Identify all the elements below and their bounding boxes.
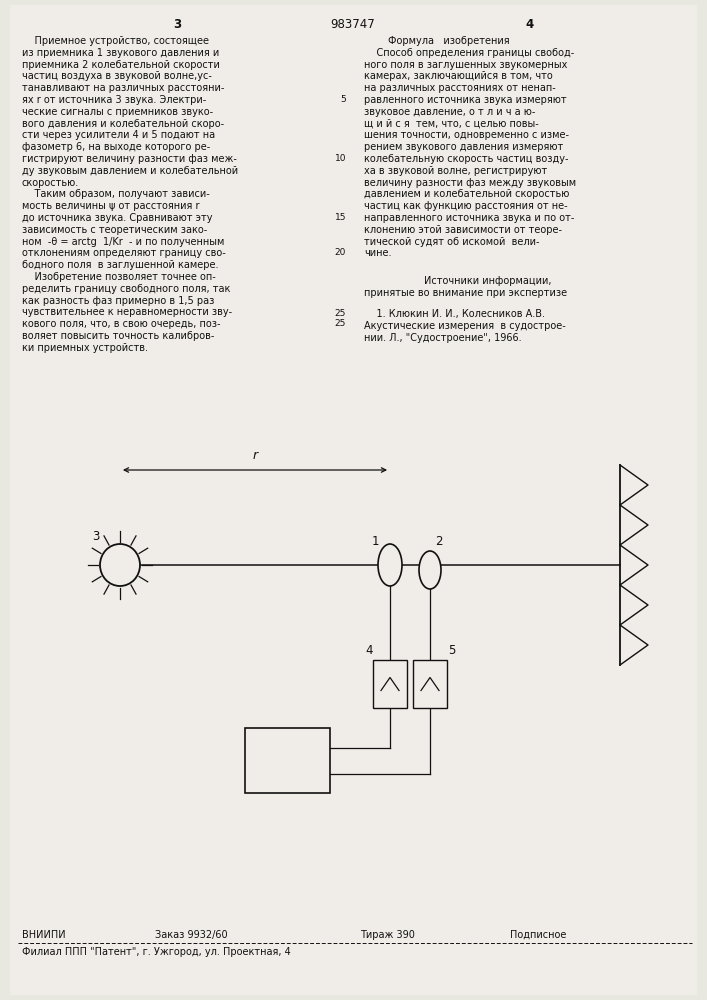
Text: Филиал ППП "Патент", г. Ужгород, ул. Проектная, 4: Филиал ППП "Патент", г. Ужгород, ул. Про… [22,947,291,957]
Text: ха в звуковой волне, регистрируют: ха в звуковой волне, регистрируют [364,166,547,176]
Bar [245,728,330,793]
Text: скоростью.: скоростью. [22,178,79,188]
Text: сти через усилители 4 и 5 подают на: сти через усилители 4 и 5 подают на [22,130,215,140]
Text: бодного поля  в заглушенной камере.: бодного поля в заглушенной камере. [22,260,218,270]
Text: Формула   изобретения: Формула изобретения [388,36,510,46]
Text: 6: 6 [282,752,293,770]
Text: 25: 25 [334,309,346,318]
Text: гистрируют величину разности фаз меж-: гистрируют величину разности фаз меж- [22,154,237,164]
Text: 25: 25 [334,319,346,328]
Text: танавливают на различных расстояни-: танавливают на различных расстояни- [22,83,224,93]
Text: 20: 20 [334,248,346,257]
Text: чувствительнее к неравномерности зву-: чувствительнее к неравномерности зву- [22,307,232,317]
Bar [373,660,407,708]
Text: Заказ 9932/60: Заказ 9932/60 [155,930,228,940]
Text: Приемное устройство, состоящее: Приемное устройство, состоящее [22,36,209,46]
Text: Изобретение позволяет точнее оп-: Изобретение позволяет точнее оп- [22,272,216,282]
Text: вого давления и колебательной скоро-: вого давления и колебательной скоро- [22,119,224,129]
Text: Способ определения границы свобод-: Способ определения границы свобод- [364,48,574,58]
Text: клонению этой зависимости от теоре-: клонению этой зависимости от теоре- [364,225,562,235]
Text: 2: 2 [435,535,443,548]
Text: воляет повысить точность калибров-: воляет повысить точность калибров- [22,331,214,341]
Text: ном  -θ = arctg  1/Kr  - и по полученным: ном -θ = arctg 1/Kr - и по полученным [22,237,224,247]
Text: до источника звука. Сравнивают эту: до источника звука. Сравнивают эту [22,213,213,223]
Text: из приемника 1 звукового давления и: из приемника 1 звукового давления и [22,48,219,58]
Text: фазометр 6, на выходе которого ре-: фазометр 6, на выходе которого ре- [22,142,210,152]
Text: 10: 10 [334,154,346,163]
Ellipse shape [100,544,140,586]
Text: Подписное: Подписное [510,930,566,940]
Text: 4: 4 [366,644,373,657]
Text: 5: 5 [340,95,346,104]
Text: чине.: чине. [364,248,392,258]
Text: ного поля в заглушенных звукомерных: ного поля в заглушенных звукомерных [364,60,568,70]
Text: ческие сигналы с приемников звуко-: ческие сигналы с приемников звуко- [22,107,213,117]
Text: направленного источника звука и по от-: направленного источника звука и по от- [364,213,574,223]
Text: 983747: 983747 [331,18,375,31]
Text: отклонениям определяют границу сво-: отклонениям определяют границу сво- [22,248,226,258]
Text: r: r [252,449,257,462]
Text: ки приемных устройств.: ки приемных устройств. [22,343,148,353]
Text: шения точности, одновременно с изме-: шения точности, одновременно с изме- [364,130,569,140]
Text: частиц воздуха в звуковой волне,ус-: частиц воздуха в звуковой волне,ус- [22,71,212,81]
Text: приемника 2 колебательной скорости: приемника 2 колебательной скорости [22,60,220,70]
Text: Акустические измерения  в судострое-: Акустические измерения в судострое- [364,321,566,331]
Text: давлением и колебательной скоростью: давлением и колебательной скоростью [364,189,569,199]
Ellipse shape [419,551,441,589]
Text: Источники информации,: Источники информации, [424,276,551,286]
Text: ВНИИПИ: ВНИИПИ [22,930,66,940]
Text: частиц как функцию расстояния от не-: частиц как функцию расстояния от не- [364,201,568,211]
Text: камерах, заключающийся в том, что: камерах, заключающийся в том, что [364,71,553,81]
Text: 1. Клюкин И. И., Колесников А.В.: 1. Клюкин И. И., Колесников А.В. [364,309,545,319]
Text: 1: 1 [372,535,380,548]
Text: тической судят об искомой  вели-: тической судят об искомой вели- [364,237,539,247]
Text: на различных расстояниях от ненап-: на различных расстояниях от ненап- [364,83,556,93]
Text: как разность фаз примерно в 1,5 раз: как разность фаз примерно в 1,5 раз [22,296,214,306]
Text: щ и й с я  тем, что, с целью повы-: щ и й с я тем, что, с целью повы- [364,119,539,129]
Text: ределить границу свободного поля, так: ределить границу свободного поля, так [22,284,230,294]
Text: колебательную скорость частиц возду-: колебательную скорость частиц возду- [364,154,568,164]
Bar [413,660,447,708]
Text: 3: 3 [92,530,100,543]
Ellipse shape [378,544,402,586]
Text: Тираж 390: Тираж 390 [360,930,415,940]
Text: 15: 15 [334,213,346,222]
Text: 5: 5 [448,644,455,657]
Text: Таким образом, получают зависи-: Таким образом, получают зависи- [22,189,210,199]
Text: нии. Л., "Судостроение", 1966.: нии. Л., "Судостроение", 1966. [364,333,522,343]
Text: звуковое давление, о т л и ч а ю-: звуковое давление, о т л и ч а ю- [364,107,535,117]
Text: ду звуковым давлением и колебательной: ду звуковым давлением и колебательной [22,166,238,176]
Text: принятые во внимание при экспертизе: принятые во внимание при экспертизе [364,288,567,298]
Text: ях r от источника 3 звука. Электри-: ях r от источника 3 звука. Электри- [22,95,206,105]
Text: рением звукового давления измеряют: рением звукового давления измеряют [364,142,563,152]
Text: равленного источника звука измеряют: равленного источника звука измеряют [364,95,566,105]
Text: зависимость с теоретическим зако-: зависимость с теоретическим зако- [22,225,207,235]
Text: величину разности фаз между звуковым: величину разности фаз между звуковым [364,178,576,188]
Text: кового поля, что, в свою очередь, поз-: кового поля, что, в свою очередь, поз- [22,319,221,329]
Text: 3: 3 [173,18,181,31]
Text: 4: 4 [526,18,534,31]
Text: мость величины ψ от расстояния r: мость величины ψ от расстояния r [22,201,199,211]
